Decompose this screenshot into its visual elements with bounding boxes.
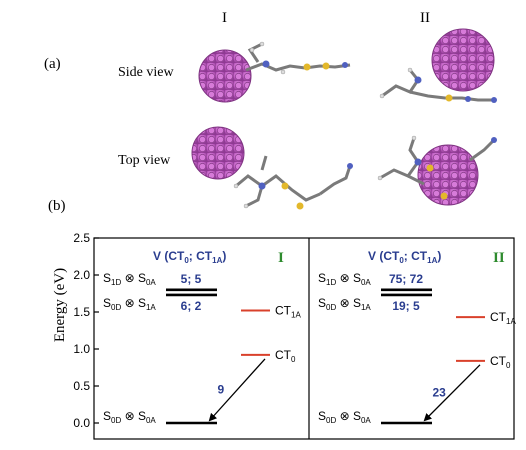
transfer-arrow [208, 358, 266, 422]
molecule-I-top-view [191, 126, 353, 210]
y-tick-label: 2.0 [73, 268, 90, 282]
molecule-II-top-view [377, 135, 497, 206]
coupling-upper: 75; 72 [389, 272, 423, 286]
row-label-top-view: Top view [118, 153, 171, 168]
coupling-header: V (CT0; CT1A) [368, 249, 441, 265]
system-label: II [493, 250, 505, 266]
donor-acceptor-chain-II-top [379, 137, 496, 186]
coupling-header: V (CT0; CT1A) [153, 249, 226, 265]
state-label: S1D ⊗ S0A [103, 271, 156, 287]
transfer-coupling: 9 [218, 382, 225, 396]
atoms-II-side [379, 67, 497, 103]
transfer-coupling: 23 [433, 385, 447, 399]
row-label-side-view: Side view [118, 65, 174, 80]
donor-acceptor-chain-I-top [235, 155, 352, 208]
coupling-lower: 19; 5 [392, 299, 420, 313]
atoms-II-top [377, 135, 497, 200]
panel-b-label: (b) [48, 198, 66, 214]
ct-label: CT1A [275, 304, 301, 320]
column-label-I: I [222, 10, 227, 26]
atoms-I-top [233, 163, 353, 210]
panel-a-label: (a) [44, 56, 61, 72]
transfer-arrow [423, 364, 481, 422]
atoms-I-side [249, 41, 348, 75]
fullerene-I-side [198, 49, 252, 103]
coupling-upper: 5; 5 [181, 272, 202, 286]
y-tick-label: 1.0 [73, 342, 90, 356]
panel-a: (a) I II Side view Top view [44, 10, 497, 210]
coupling-lower: 6; 2 [181, 299, 202, 313]
y-tick-label: 2.5 [73, 231, 90, 245]
panel-b: (b) Energy (eV) 0.0 0.5 1.0 1.5 2.0 2.5 V (CT… [48, 198, 516, 440]
fullerene-II-top [417, 144, 479, 206]
energy-levels: V (CT0; CT1A) I S1D ⊗ S0A S0D ⊗ S1A S0D ⊗ S0… [103, 249, 516, 425]
state-label: S0D ⊗ S0A [103, 409, 156, 425]
chart-frame [93, 237, 515, 440]
state-label: S1D ⊗ S0A [318, 271, 371, 287]
ct-label: CT0 [275, 348, 296, 364]
state-label: S0D ⊗ S1A [318, 296, 371, 312]
donor-acceptor-chain-I-side [245, 42, 351, 72]
molecule-II-side-view [379, 28, 497, 103]
ct-label: CT0 [490, 354, 511, 370]
donor-acceptor-chain-II-side [381, 69, 496, 102]
system-label: I [278, 250, 284, 266]
y-axis-label: Energy (eV) [52, 268, 68, 342]
molecule-I-side-view [198, 41, 351, 103]
fullerene-I-top [191, 126, 245, 180]
y-tick-label: 1.5 [73, 305, 90, 319]
state-label: S0D ⊗ S1A [103, 296, 156, 312]
ct-label: CT1A [490, 310, 516, 326]
y-tick-label: 0.5 [73, 379, 90, 393]
state-label: S0D ⊗ S0A [318, 409, 371, 425]
fullerene-II-side [431, 28, 495, 92]
y-tick-label: 0.0 [73, 416, 90, 430]
column-label-II: II [420, 10, 430, 26]
y-axis: 0.0 0.5 1.0 1.5 2.0 2.5 [73, 231, 99, 430]
